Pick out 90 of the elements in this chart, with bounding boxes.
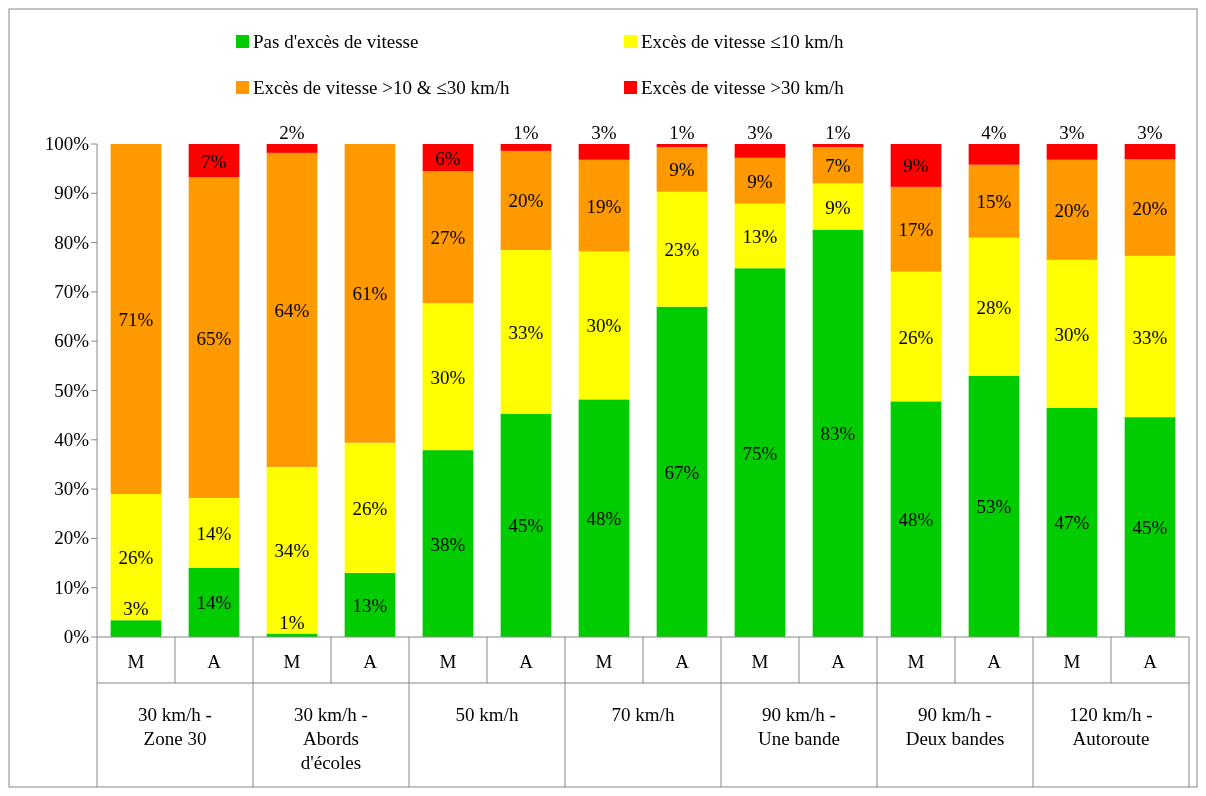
legend-label: Excès de vitesse >10 & ≤30 km/h xyxy=(253,77,510,98)
y-tick-label: 90% xyxy=(54,182,90,204)
data-label: 75% xyxy=(742,442,778,464)
x-tick-label: M xyxy=(283,651,301,672)
x-tick-label: M xyxy=(127,651,145,672)
data-label: 15% xyxy=(976,191,1012,213)
data-label: 30% xyxy=(1054,323,1090,345)
x-tick-label: A xyxy=(363,651,378,672)
x-tick-label: M xyxy=(595,651,613,672)
data-label: 1% xyxy=(279,611,305,633)
data-label: 34% xyxy=(274,540,310,562)
y-tick-label: 50% xyxy=(54,379,90,401)
data-label: 53% xyxy=(976,496,1012,518)
data-label: 4% xyxy=(981,122,1007,143)
data-label: 71% xyxy=(118,309,154,331)
y-tick-label: 60% xyxy=(54,330,90,352)
data-label: 13% xyxy=(742,225,778,247)
x-tick-label: M xyxy=(907,651,925,672)
data-label: 17% xyxy=(898,219,934,241)
y-tick-label: 100% xyxy=(44,133,90,154)
y-tick-label: 0% xyxy=(63,626,90,647)
x-tick-label: A xyxy=(207,651,222,672)
text: 50 km/h xyxy=(455,704,519,725)
data-label: 9% xyxy=(903,155,929,177)
data-label: 26% xyxy=(352,497,388,519)
data-label: 45% xyxy=(1132,517,1168,539)
data-label: 9% xyxy=(669,159,695,181)
data-label: 20% xyxy=(508,190,544,212)
data-label: 3% xyxy=(591,122,617,143)
data-label: 30% xyxy=(430,366,466,388)
data-label: 14% xyxy=(196,592,232,614)
x-tick-label: A xyxy=(831,651,846,672)
text: 90 km/h - Deux bandes xyxy=(905,704,1005,749)
data-label: 7% xyxy=(825,155,851,177)
data-label: 20% xyxy=(1132,197,1168,219)
data-label: 38% xyxy=(430,533,466,555)
text: 120 km/h - Autoroute xyxy=(1069,704,1153,749)
legend-label: Excès de vitesse ≤10 km/h xyxy=(641,31,844,52)
data-label: 30% xyxy=(586,315,622,337)
data-label: 67% xyxy=(664,461,700,483)
data-label: 33% xyxy=(508,321,544,343)
data-label: 9% xyxy=(825,196,851,218)
x-tick-label: M xyxy=(751,651,769,672)
x-tick-label: A xyxy=(675,651,690,672)
data-label: 45% xyxy=(508,515,544,537)
data-label: 26% xyxy=(898,326,934,348)
data-label: 20% xyxy=(1054,199,1090,221)
y-tick-label: 20% xyxy=(54,527,90,549)
data-label: 3% xyxy=(123,598,149,620)
y-tick-label: 70% xyxy=(54,280,90,302)
data-label: 14% xyxy=(196,522,232,544)
data-label: 13% xyxy=(352,594,388,616)
data-label: 64% xyxy=(274,299,310,321)
y-tick-label: 80% xyxy=(54,231,90,253)
data-label: 1% xyxy=(825,122,851,143)
data-label: 48% xyxy=(898,509,934,531)
data-label: 61% xyxy=(352,283,388,305)
text: 30 km/h - Zone 30 xyxy=(138,704,212,749)
data-label: 23% xyxy=(664,239,700,261)
data-label: 3% xyxy=(1059,122,1085,143)
legend-label: Excès de vitesse >30 km/h xyxy=(641,77,845,98)
data-label: 27% xyxy=(430,227,466,249)
data-label: 7% xyxy=(201,150,227,172)
y-tick-label: 10% xyxy=(54,576,90,598)
x-tick-label: M xyxy=(1063,651,1081,672)
data-label: 1% xyxy=(513,122,539,143)
text: 70 km/h xyxy=(611,704,675,725)
data-label: 26% xyxy=(118,547,154,569)
text: 30 km/h - Abords d'écoles xyxy=(294,704,368,773)
x-tick-label: A xyxy=(1143,651,1158,672)
data-label: 33% xyxy=(1132,326,1168,348)
data-label: 83% xyxy=(820,423,856,445)
data-label: 1% xyxy=(669,122,695,143)
data-label: 28% xyxy=(976,296,1012,318)
data-label: 65% xyxy=(196,327,232,349)
data-label: 2% xyxy=(279,122,305,143)
data-label: 48% xyxy=(586,508,622,530)
data-label: 3% xyxy=(1137,122,1163,143)
legend-label: Pas d'excès de vitesse xyxy=(253,31,419,52)
y-tick-label: 40% xyxy=(54,428,90,450)
data-label: 6% xyxy=(435,147,461,169)
text: 90 km/h - Une bande xyxy=(758,704,840,749)
y-tick-label: 30% xyxy=(54,478,90,500)
data-label: 19% xyxy=(586,195,622,217)
x-tick-label: M xyxy=(439,651,457,672)
data-label: 3% xyxy=(747,122,773,143)
data-label: 47% xyxy=(1054,512,1090,534)
x-tick-label: A xyxy=(519,651,534,672)
x-tick-label: A xyxy=(987,651,1002,672)
data-label: 9% xyxy=(747,170,773,192)
